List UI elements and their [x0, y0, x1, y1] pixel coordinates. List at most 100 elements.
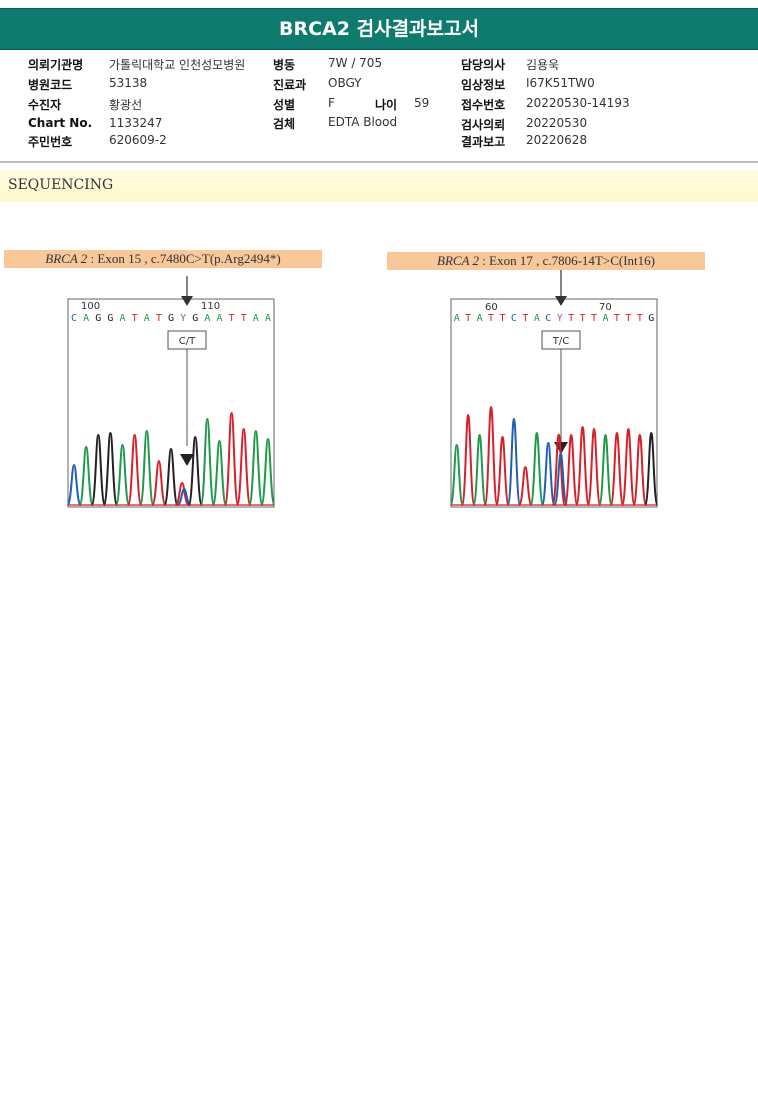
trace-peak	[151, 459, 167, 506]
sequence-base: A	[534, 313, 540, 324]
sequence-base: T	[580, 313, 586, 324]
section-header	[0, 170, 758, 202]
sequence-base: T	[488, 313, 494, 324]
trace-peak	[260, 437, 276, 506]
trace-peak	[472, 433, 487, 506]
sequence-base: A	[602, 313, 608, 324]
report-title: BRCA2 검사결과보고서	[0, 8, 758, 50]
trace-peak	[586, 427, 602, 506]
sequence-base: G	[107, 313, 113, 324]
base-call: T/C	[552, 336, 569, 347]
position-end: 110	[201, 301, 220, 312]
trace-peak	[609, 431, 625, 506]
sequence-base: C	[511, 313, 517, 324]
trace-peak	[187, 435, 203, 506]
section-title: SEQUENCING	[8, 177, 114, 193]
sequence-base: C	[545, 313, 551, 324]
sequence-base: A	[477, 313, 483, 324]
trace-peaks	[449, 405, 659, 506]
info-value: I67K51TW0	[526, 76, 595, 90]
trace-peak	[223, 411, 240, 506]
info-value: 황광선	[109, 98, 143, 112]
sequence-base: Y	[557, 313, 563, 324]
info-label: 담당의사	[461, 58, 506, 72]
call-box	[541, 330, 581, 350]
arrow-down-icon	[181, 296, 193, 306]
trace-peak	[449, 443, 465, 506]
trace-peak	[177, 487, 192, 506]
trace-peak	[90, 433, 106, 506]
sequence-base: T	[499, 313, 505, 324]
sequence-base: A	[144, 313, 150, 324]
info-label: 임상정보	[461, 78, 506, 92]
divider	[0, 161, 758, 163]
trace-peak	[126, 433, 143, 506]
info-label: 주민번호	[28, 135, 73, 149]
variant-label-2: BRCA 2 : Exon 17 , c.7806-14T>C(Int16)	[387, 252, 705, 270]
info-value: F	[328, 96, 335, 110]
position-end: 70	[599, 302, 612, 313]
trace-peak	[248, 429, 264, 506]
position-start: 100	[81, 301, 100, 312]
variant-detail: : Exon 15 , c.7480C>T(p.Arg2494*)	[90, 251, 281, 266]
info-label: 수진자	[28, 98, 62, 112]
trace-peak	[518, 465, 533, 506]
trace-peak	[114, 443, 131, 506]
trace-peak	[643, 431, 659, 506]
trace-peak	[551, 433, 567, 506]
position-start: 60	[485, 302, 498, 313]
trace-peak	[78, 445, 94, 506]
sequence-base: A	[216, 313, 222, 324]
arrow-down-icon	[555, 296, 567, 306]
sequence-base: T	[625, 313, 631, 324]
trace-peaks	[66, 411, 276, 506]
sequence-base: T	[241, 313, 247, 324]
trace-peak	[621, 427, 636, 506]
sequence-base: T	[156, 313, 162, 324]
trace-peak	[506, 417, 522, 506]
trace-peak	[460, 413, 476, 506]
trace-peak	[529, 431, 545, 506]
trace-peak	[163, 447, 179, 506]
sequence-base: A	[83, 313, 89, 324]
info-value: EDTA Blood	[328, 115, 398, 129]
base-call: C/T	[179, 336, 196, 347]
sequence-base: T	[591, 313, 597, 324]
sequence-base: T	[637, 313, 643, 324]
info-value: 가톨릭대학교 인천성모병원	[109, 58, 246, 72]
sequence-base: Y	[180, 313, 186, 324]
sequence-base: C	[71, 313, 77, 324]
sequence-base: G	[192, 313, 198, 324]
sequence-base: G	[95, 313, 101, 324]
trace-peak	[575, 425, 590, 506]
info-value: 7W / 705	[328, 56, 383, 70]
variant-detail: : Exon 17 , c.7806-14T>C(Int16)	[482, 253, 655, 268]
info-label: 진료과	[273, 78, 307, 92]
info-value: 20220628	[526, 133, 588, 147]
trace-peak	[139, 429, 155, 506]
trace-peak	[495, 435, 510, 506]
info-value: 620609-2	[109, 133, 167, 147]
call-box	[167, 330, 207, 350]
sequence-base: G	[168, 313, 174, 324]
trace-peak	[66, 463, 82, 506]
info-label: 검체	[273, 117, 296, 131]
gene-name: BRCA 2	[45, 251, 88, 266]
info-label: 병동	[273, 58, 296, 72]
sequence-base: A	[120, 313, 126, 324]
trace-peak	[632, 433, 648, 506]
trace-peak	[102, 431, 119, 506]
info-label: 의뢰기관명	[28, 58, 84, 72]
sequence-base: A	[454, 313, 460, 324]
sequence-base: T	[522, 313, 528, 324]
sequence-base: T	[132, 313, 138, 324]
info-value: 1133247	[109, 116, 163, 130]
info-label: 나이	[375, 98, 398, 112]
trace-peak	[483, 405, 499, 506]
sequence-base: T	[614, 313, 620, 324]
info-label: 결과보고	[461, 135, 506, 149]
info-label: 접수번호	[461, 98, 506, 112]
